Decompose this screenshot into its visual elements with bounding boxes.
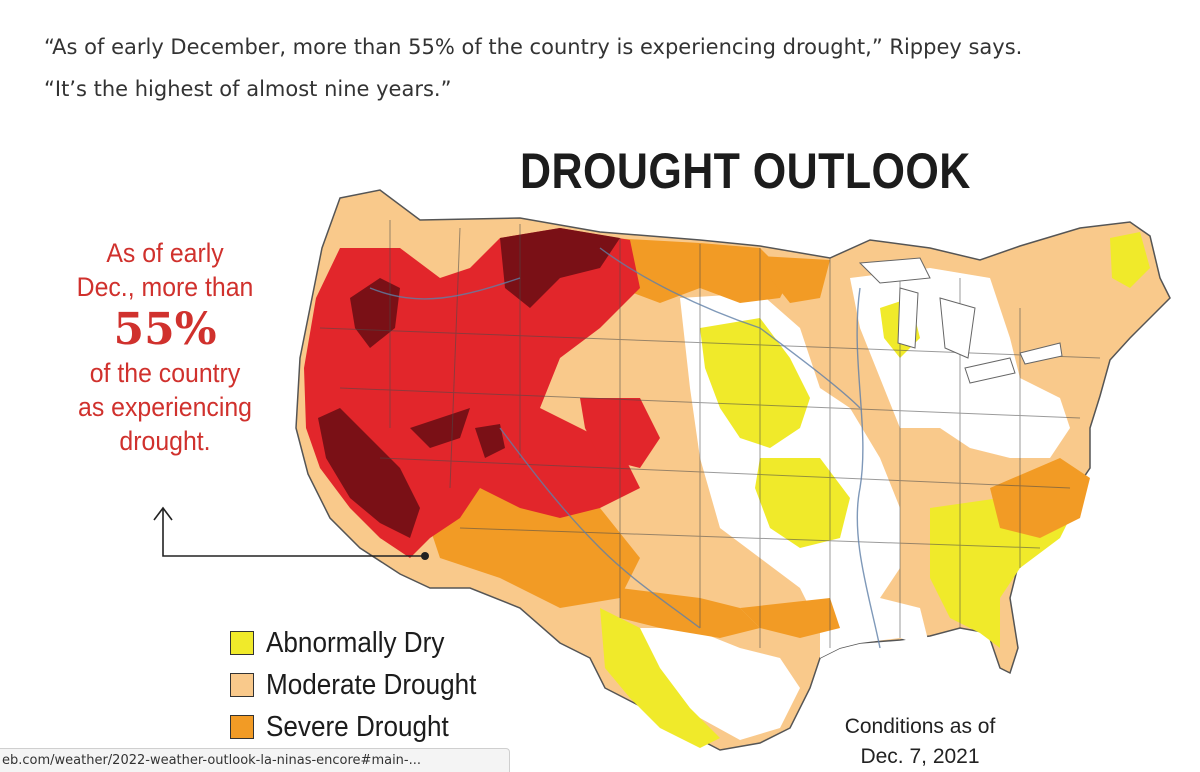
- severe-carolinas: [990, 458, 1090, 538]
- legend-swatch-severe-drought: [230, 715, 254, 739]
- quote-line-2: “It’s the highest of almost nine years.”: [44, 77, 452, 101]
- callout-percent: 55%: [113, 304, 217, 355]
- callout-line-2: Dec., more than: [76, 272, 254, 302]
- map-title: DROUGHT OUTLOOK: [520, 143, 971, 199]
- us-drought-map: [153, 189, 1171, 751]
- exceptional-california: [318, 408, 420, 538]
- exceptional-nevada: [410, 408, 470, 448]
- legend-swatch-moderate-drought: [230, 673, 254, 697]
- exceptional-utah: [475, 424, 505, 458]
- map-legend: Abnormally Dry Moderate Drought Severe D…: [230, 622, 500, 748]
- conditions-line-2: Dec. 7, 2021: [860, 745, 980, 768]
- legend-label-abnormally-dry: Abnormally Dry: [266, 626, 445, 659]
- callout-arrow: [153, 506, 425, 557]
- legend-label-severe-drought: Severe Drought: [266, 710, 449, 743]
- abnormally-dry-midwest: [700, 318, 810, 448]
- abnormally-dry-texas: [600, 608, 720, 748]
- callout-line-3: of the country: [89, 358, 241, 388]
- callout-line-4: as experiencing: [78, 392, 252, 422]
- callout-line-1: As of early: [106, 238, 224, 268]
- conditions-line-1: Conditions as of: [844, 715, 996, 738]
- legend-item-abnormally-dry: Abnormally Dry: [230, 622, 500, 664]
- drought-infographic: DROUGHT OUTLOOK As of early Dec., more t…: [0, 128, 1200, 772]
- callout-arrow-dot: [421, 552, 429, 560]
- legend-item-moderate-drought: Moderate Drought: [230, 664, 500, 706]
- none-region-texas: [640, 628, 800, 740]
- abnormally-dry-plains: [755, 458, 850, 548]
- callout-line-5: drought.: [119, 426, 211, 456]
- state-lines: [319, 220, 1101, 648]
- quote-line-1: “As of early December, more than 55% of …: [44, 35, 1023, 59]
- article-quote: “As of early December, more than 55% of …: [44, 26, 1184, 110]
- severe-southeast-texas: [740, 598, 840, 638]
- abnormally-dry-maine: [1110, 232, 1150, 288]
- exceptional-montana: [500, 228, 620, 308]
- drought-callout: As of early Dec., more than 55% of the c…: [40, 236, 290, 458]
- legend-swatch-abnormally-dry: [230, 631, 254, 655]
- legend-item-severe-drought: Severe Drought: [230, 706, 500, 748]
- rivers: [369, 247, 881, 649]
- great-lakes: [858, 257, 1063, 384]
- severe-texas: [620, 588, 760, 638]
- severe-minnesota: [760, 256, 830, 303]
- browser-status-url: eb.com/weather/2022-weather-outlook-la-n…: [0, 748, 510, 772]
- legend-label-moderate-drought: Moderate Drought: [266, 668, 477, 701]
- conditions-date: Conditions as of Dec. 7, 2021: [830, 712, 1010, 772]
